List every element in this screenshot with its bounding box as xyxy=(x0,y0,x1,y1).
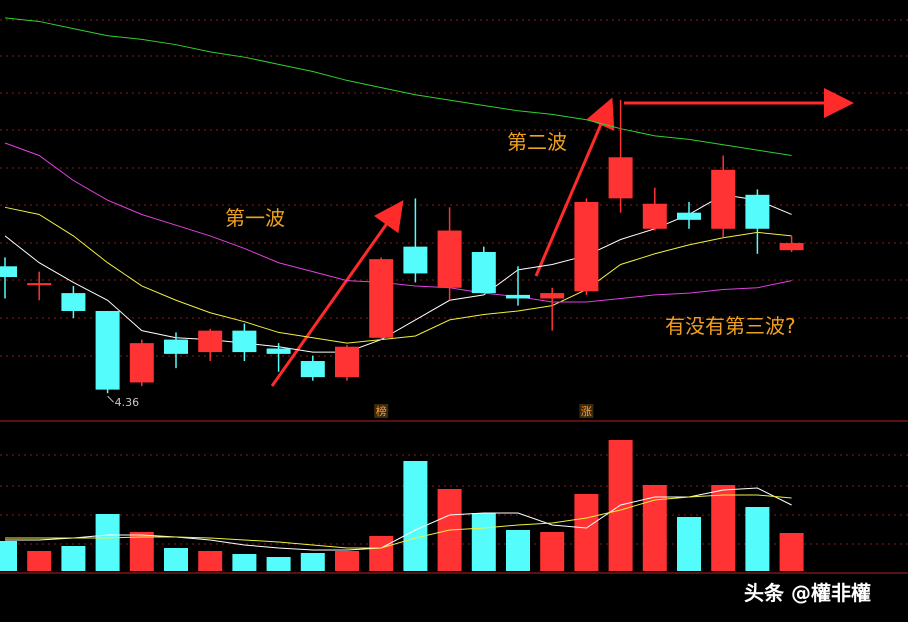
ma-line xyxy=(4,206,792,344)
volume-bar xyxy=(403,461,428,571)
candle-body xyxy=(369,259,394,338)
candle-body xyxy=(677,212,701,220)
candle-body xyxy=(506,294,530,299)
volume-bar xyxy=(198,551,223,571)
volume-bar xyxy=(0,541,17,571)
candle-body xyxy=(164,339,188,354)
marker: 涨 xyxy=(581,405,592,418)
candle-body xyxy=(232,330,257,353)
volume-bar xyxy=(266,557,291,571)
candle-body xyxy=(437,230,462,288)
volume-bar xyxy=(745,507,770,571)
volume-bar xyxy=(335,551,359,571)
marks: 4.36 榜 涨 xyxy=(0,17,804,571)
volume-bar xyxy=(540,532,565,571)
volume-bar xyxy=(129,532,154,571)
candle-body xyxy=(0,266,17,278)
volume-bar xyxy=(779,533,804,571)
ma-line xyxy=(4,142,792,303)
candle-body xyxy=(335,346,359,378)
volume-bar xyxy=(95,514,120,571)
marker-box xyxy=(579,404,594,418)
candle-body xyxy=(403,246,428,274)
volume-bar xyxy=(677,517,701,571)
arrows xyxy=(270,88,854,387)
volume-ma-line xyxy=(5,494,792,549)
low-label: 4.36 xyxy=(115,396,140,409)
candle-body xyxy=(711,169,736,229)
volume-bar xyxy=(711,485,736,571)
candle-body xyxy=(61,293,86,311)
candle-body xyxy=(300,361,325,378)
candle-body xyxy=(129,343,154,383)
annotation: 第一波 xyxy=(225,206,285,230)
candle-body xyxy=(266,348,291,354)
volume-ma-line xyxy=(5,487,792,551)
volume-bar xyxy=(300,553,325,571)
volume-bar xyxy=(642,485,667,571)
annotation: 有没有第三波? xyxy=(665,314,796,338)
candle-body xyxy=(574,201,599,292)
volume-bar xyxy=(471,513,496,571)
candle-body xyxy=(608,157,633,199)
candle-body xyxy=(745,194,770,229)
candle-body xyxy=(642,203,667,229)
volume-bar xyxy=(574,494,599,571)
volume-bar xyxy=(61,546,86,571)
volume-bar xyxy=(27,551,52,571)
annotation: 第二波 xyxy=(507,130,567,154)
candle-body xyxy=(198,330,223,353)
volume-bar xyxy=(164,548,188,571)
ma-line xyxy=(4,17,792,156)
candle-body xyxy=(779,243,804,251)
volume-bar xyxy=(369,536,394,571)
candle-body xyxy=(540,293,565,299)
volume-bar xyxy=(506,530,530,571)
candle-body xyxy=(471,252,496,294)
marker: 榜 xyxy=(376,404,387,418)
watermark: 头条 @權非權 xyxy=(744,581,871,605)
candle-body xyxy=(95,310,120,390)
low-pointer xyxy=(107,395,114,403)
volume-bar xyxy=(232,554,257,571)
marker-box xyxy=(374,404,389,418)
